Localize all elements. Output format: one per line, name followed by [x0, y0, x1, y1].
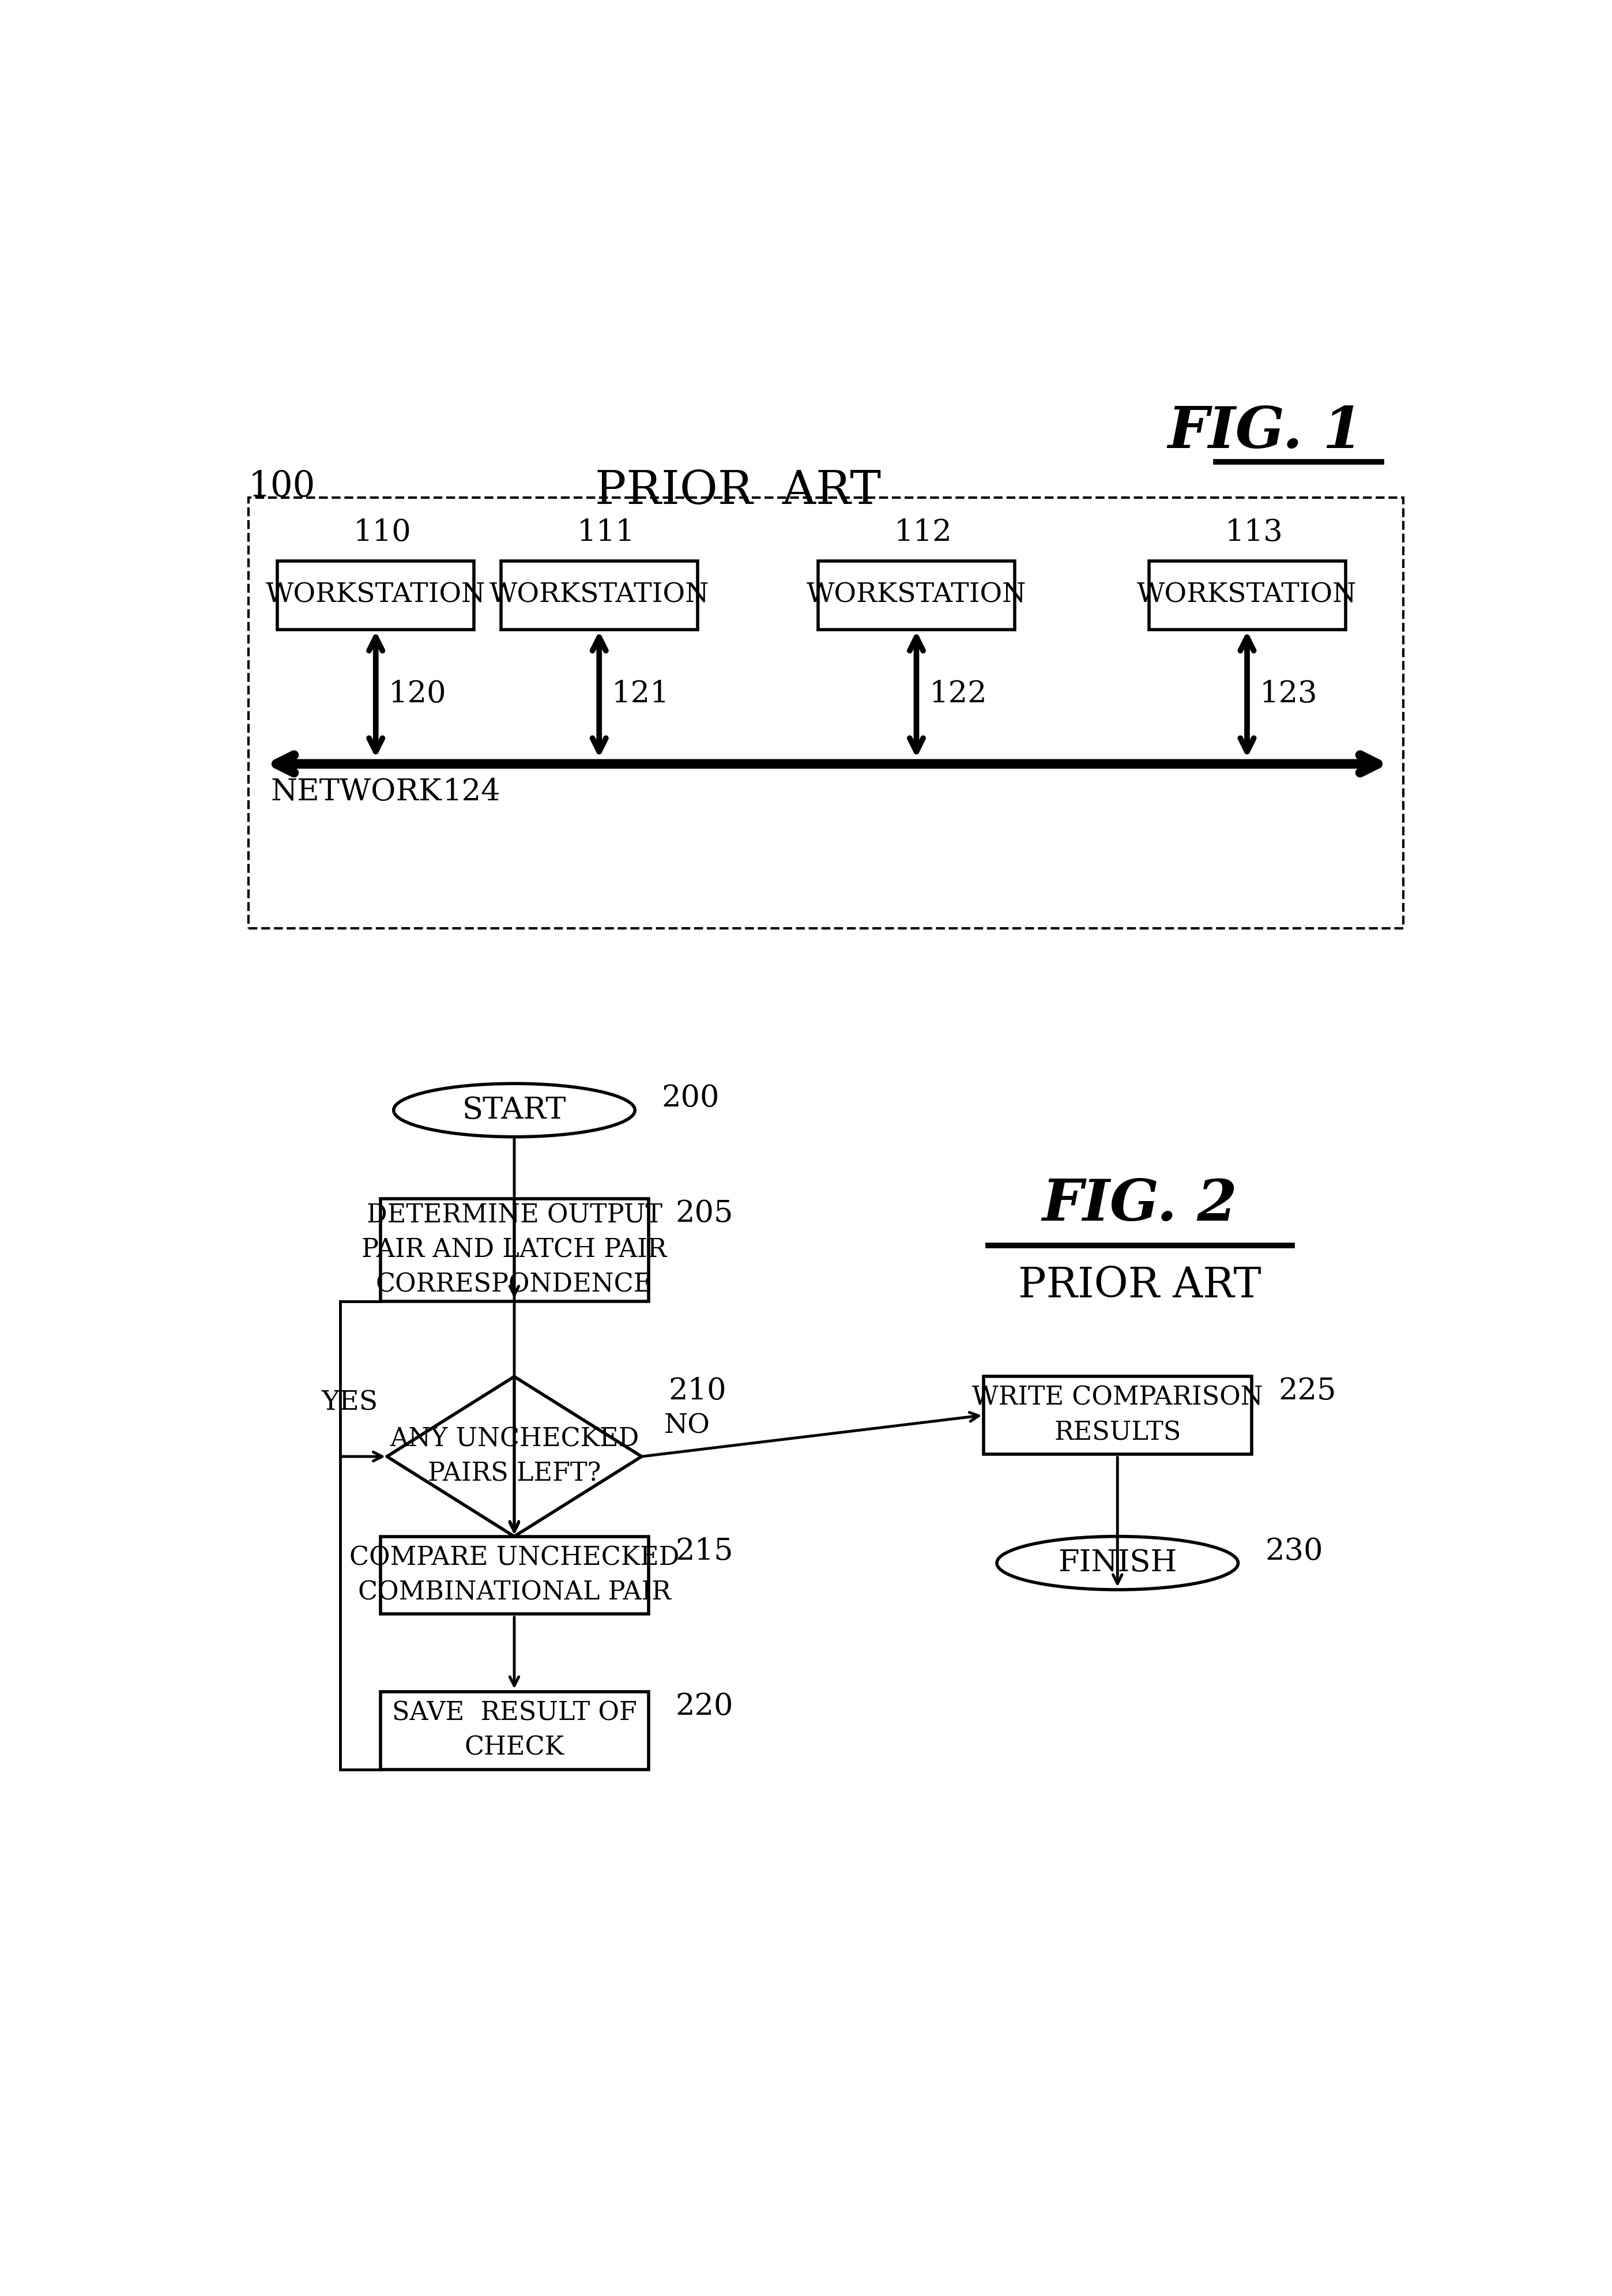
Text: 200: 200 — [661, 1084, 719, 1114]
Text: 121: 121 — [611, 680, 669, 709]
Text: FIG. 1: FIG. 1 — [1167, 404, 1364, 459]
Text: WRITE COMPARISON
RESULTS: WRITE COMPARISON RESULTS — [972, 1384, 1262, 1444]
Text: 230: 230 — [1265, 1536, 1323, 1566]
Text: WORKSTATION: WORKSTATION — [806, 583, 1027, 608]
Text: COMPARE UNCHECKED
COMBINATIONAL PAIR: COMPARE UNCHECKED COMBINATIONAL PAIR — [350, 1545, 679, 1605]
Text: 220: 220 — [675, 1692, 733, 1722]
Text: 215: 215 — [675, 1536, 733, 1566]
Bar — [380, 1199, 648, 1302]
Text: NETWORK: NETWORK — [271, 778, 442, 806]
Text: 225: 225 — [1278, 1378, 1336, 1405]
Text: YES: YES — [321, 1389, 377, 1417]
Bar — [380, 1536, 648, 1614]
Text: PRIOR  ART: PRIOR ART — [595, 468, 880, 514]
Text: 113: 113 — [1225, 519, 1283, 546]
Text: FINISH: FINISH — [1057, 1548, 1177, 1577]
Text: WORKSTATION: WORKSTATION — [266, 583, 485, 608]
Text: ANY UNCHECKED
PAIRS LEFT?: ANY UNCHECKED PAIRS LEFT? — [390, 1426, 638, 1486]
Text: SAVE  RESULT OF
CHECK: SAVE RESULT OF CHECK — [392, 1701, 637, 1761]
Bar — [248, 498, 1404, 928]
Ellipse shape — [996, 1536, 1238, 1589]
Text: 111: 111 — [577, 519, 635, 546]
Bar — [983, 1378, 1251, 1453]
Text: FIG. 2: FIG. 2 — [1041, 1178, 1238, 1233]
Text: NO: NO — [664, 1412, 709, 1440]
Bar — [819, 560, 1014, 629]
Text: 205: 205 — [675, 1199, 733, 1228]
Text: WORKSTATION: WORKSTATION — [1136, 583, 1357, 608]
Bar — [380, 1692, 648, 1770]
Text: DETERMINE OUTPUT
PAIR AND LATCH PAIR
CORRESPONDENCE: DETERMINE OUTPUT PAIR AND LATCH PAIR COR… — [361, 1203, 667, 1297]
Text: 210: 210 — [669, 1378, 727, 1405]
Polygon shape — [387, 1378, 642, 1536]
Bar — [1149, 560, 1346, 629]
Text: 120: 120 — [388, 680, 447, 709]
Text: START: START — [463, 1095, 566, 1125]
Text: 110: 110 — [353, 519, 411, 546]
Bar — [277, 560, 474, 629]
Text: PRIOR ART: PRIOR ART — [1019, 1265, 1261, 1306]
Bar — [501, 560, 698, 629]
Text: 124: 124 — [443, 778, 501, 806]
Text: 123: 123 — [1259, 680, 1317, 709]
Text: WORKSTATION: WORKSTATION — [488, 583, 709, 608]
Text: 112: 112 — [895, 519, 953, 546]
Text: 122: 122 — [929, 680, 987, 709]
Text: 100: 100 — [248, 468, 316, 503]
Ellipse shape — [393, 1084, 635, 1137]
